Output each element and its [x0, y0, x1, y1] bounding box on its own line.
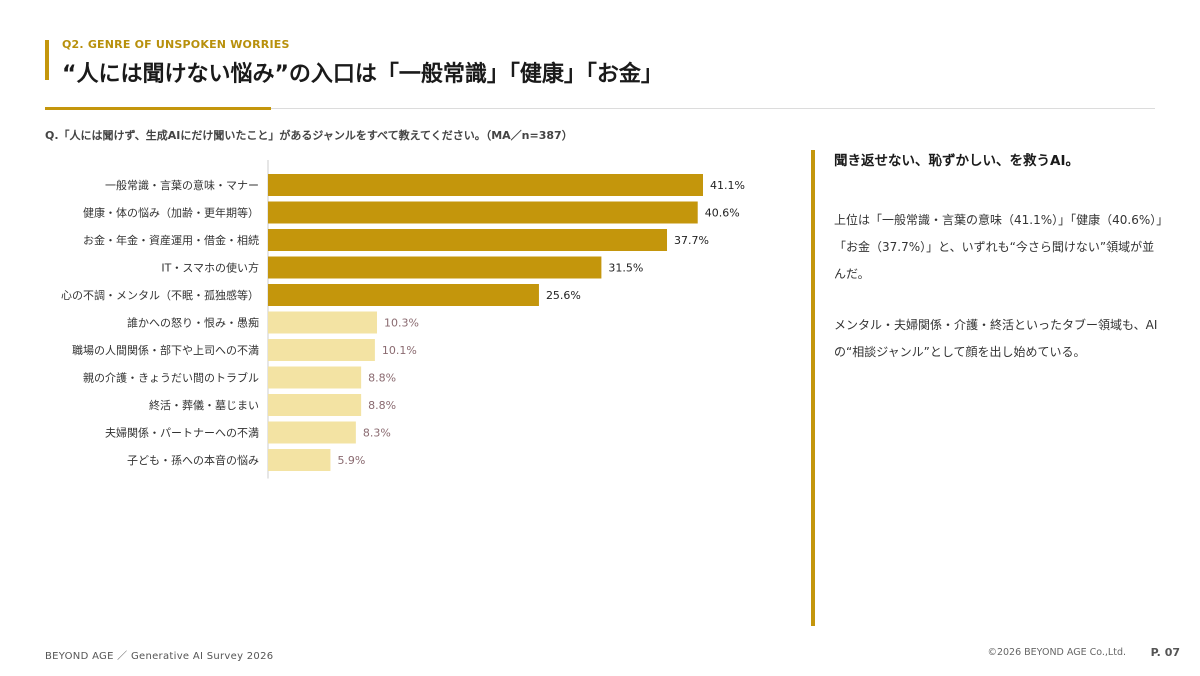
bar — [268, 201, 698, 224]
value-label: 40.6% — [705, 207, 740, 220]
bar — [268, 174, 703, 196]
footer-brand: BEYOND AGE ／ Generative AI Survey 2026 — [45, 651, 274, 662]
value-label: 10.3% — [384, 317, 419, 330]
bar — [268, 366, 362, 389]
category-label: 親の介護・きょうだい間のトラブル — [83, 371, 259, 385]
category-label: 夫婦関係・パートナーへの不満 — [105, 426, 259, 440]
bar — [268, 449, 331, 471]
page-number: P. 07 — [1150, 646, 1180, 659]
value-label: 10.1% — [382, 344, 417, 357]
title-accent-bar — [45, 40, 49, 80]
value-label: 5.9% — [337, 454, 365, 467]
category-label: 子ども・孫への本音の悩み — [127, 453, 259, 467]
sidebar-heading: 聞き返せない、恥ずかしい、を救うAI。 — [834, 153, 1079, 169]
sidebar-paragraph-1: 上位は「一般常識・言葉の意味（41.1%）」「健康（40.6%）」「お金（37.… — [834, 213, 1163, 281]
category-label: 一般常識・言葉の意味・マナー — [105, 178, 259, 192]
sidebar-accent-bar — [811, 150, 815, 626]
page-title: “人には聞けない悩み”の入口は「一般常識」「健康」「お金」 — [62, 62, 663, 87]
header-divider-accent — [45, 107, 271, 110]
value-label: 8.3% — [363, 427, 391, 440]
category-label: 職場の人間関係・部下や上司への不満 — [72, 343, 259, 357]
section-eyebrow: Q2. GENRE OF UNSPOKEN WORRIES — [62, 38, 290, 51]
survey-question: Q.「人には聞けず、生成AIにだけ聞いたこと」があるジャンルをすべて教えてくださ… — [45, 129, 573, 142]
footer-copyright: ©2026 BEYOND AGE Co.,Ltd. — [987, 647, 1126, 658]
header-divider — [45, 108, 1155, 109]
bar — [268, 394, 362, 416]
bar — [268, 421, 356, 444]
value-label: 8.8% — [368, 399, 396, 412]
category-label: IT・スマホの使い方 — [161, 261, 259, 275]
category-label: 誰かへの怒り・恨み・愚痴 — [127, 316, 259, 330]
value-label: 37.7% — [674, 234, 709, 247]
bar — [268, 256, 602, 279]
category-label: 終活・葬儀・墓じまい — [149, 398, 259, 412]
bar-chart: 一般常識・言葉の意味・マナー 41.1% 健康・体の悩み（加齢・更年期等） 40.6%… — [61, 160, 745, 479]
value-label: 31.5% — [608, 262, 643, 275]
sidebar-paragraph-2: メンタル・夫婦関係・介護・終活といったタブー領域も、AIの“相談ジャンル”として… — [834, 318, 1158, 359]
value-label: 8.8% — [368, 372, 396, 385]
category-label: 健康・体の悩み（加齢・更年期等） — [83, 206, 259, 220]
value-label: 25.6% — [546, 289, 581, 302]
bar — [268, 311, 378, 334]
category-label: 心の不調・メンタル（不眠・孤独感等） — [61, 288, 259, 302]
bar — [268, 284, 539, 306]
bar — [268, 229, 668, 251]
value-label: 41.1% — [710, 179, 745, 192]
bar — [268, 339, 375, 361]
category-label: お金・年金・資産運用・借金・相続 — [83, 233, 259, 247]
